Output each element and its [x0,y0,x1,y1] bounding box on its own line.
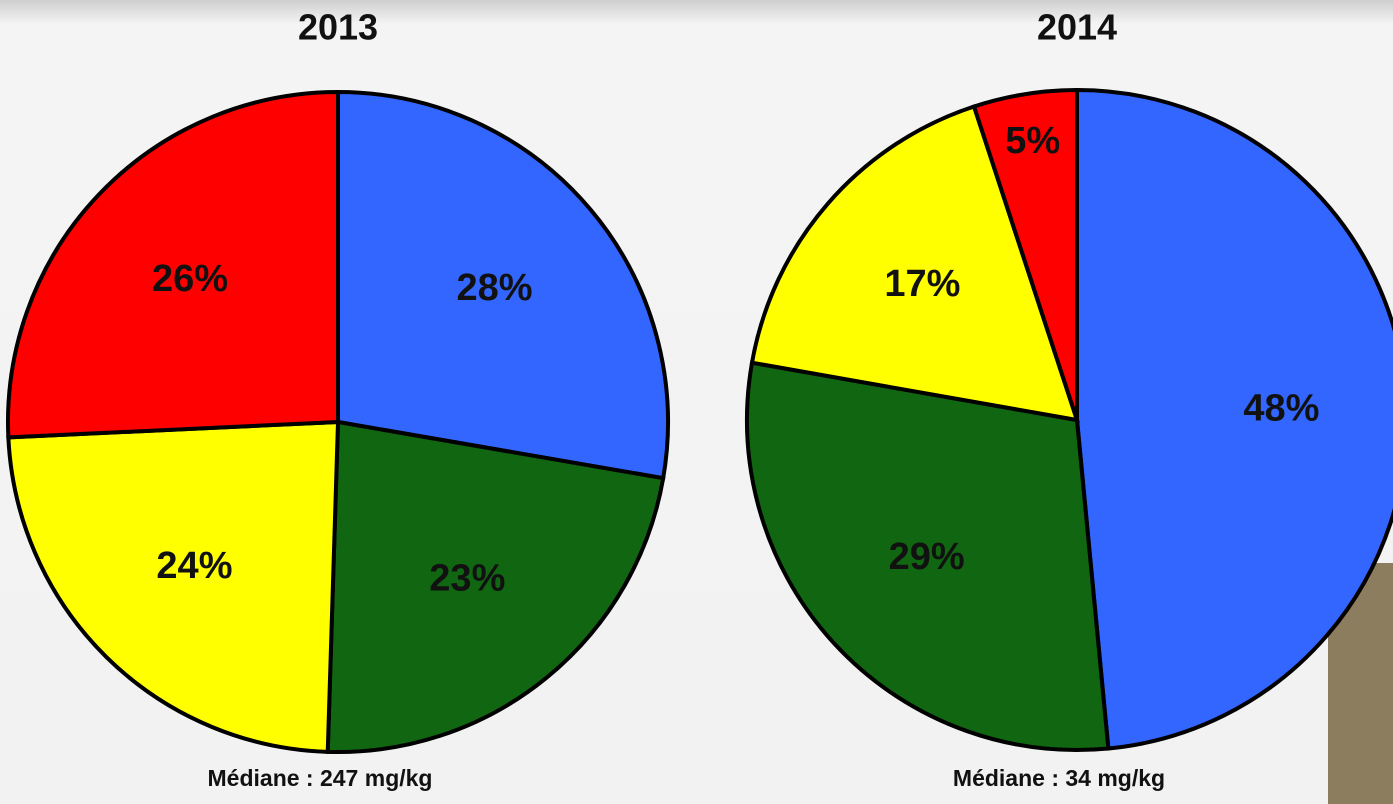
data-label: 26% [152,258,228,300]
pie-slice [1075,87,1393,751]
chart-title: 2014 [1037,7,1117,48]
chart-title: 2013 [298,7,378,48]
pie-slice [971,87,1079,421]
pie-slice [749,103,1080,423]
pie-slice [6,419,341,754]
data-label: 48% [1243,387,1319,429]
caption: Médiane : 247 mg/kg [208,765,433,791]
pie-slice [325,419,666,754]
data-label: 29% [889,536,965,578]
pie-slice [336,89,670,481]
data-label: 23% [429,558,505,600]
data-label: 28% [456,267,532,309]
caption: Médiane : 34 mg/kg [953,765,1165,791]
pie-slice [6,89,340,440]
data-label: 5% [1005,120,1060,162]
data-label: 24% [156,545,232,587]
data-label: 17% [884,263,960,305]
pie-slice [745,360,1111,752]
